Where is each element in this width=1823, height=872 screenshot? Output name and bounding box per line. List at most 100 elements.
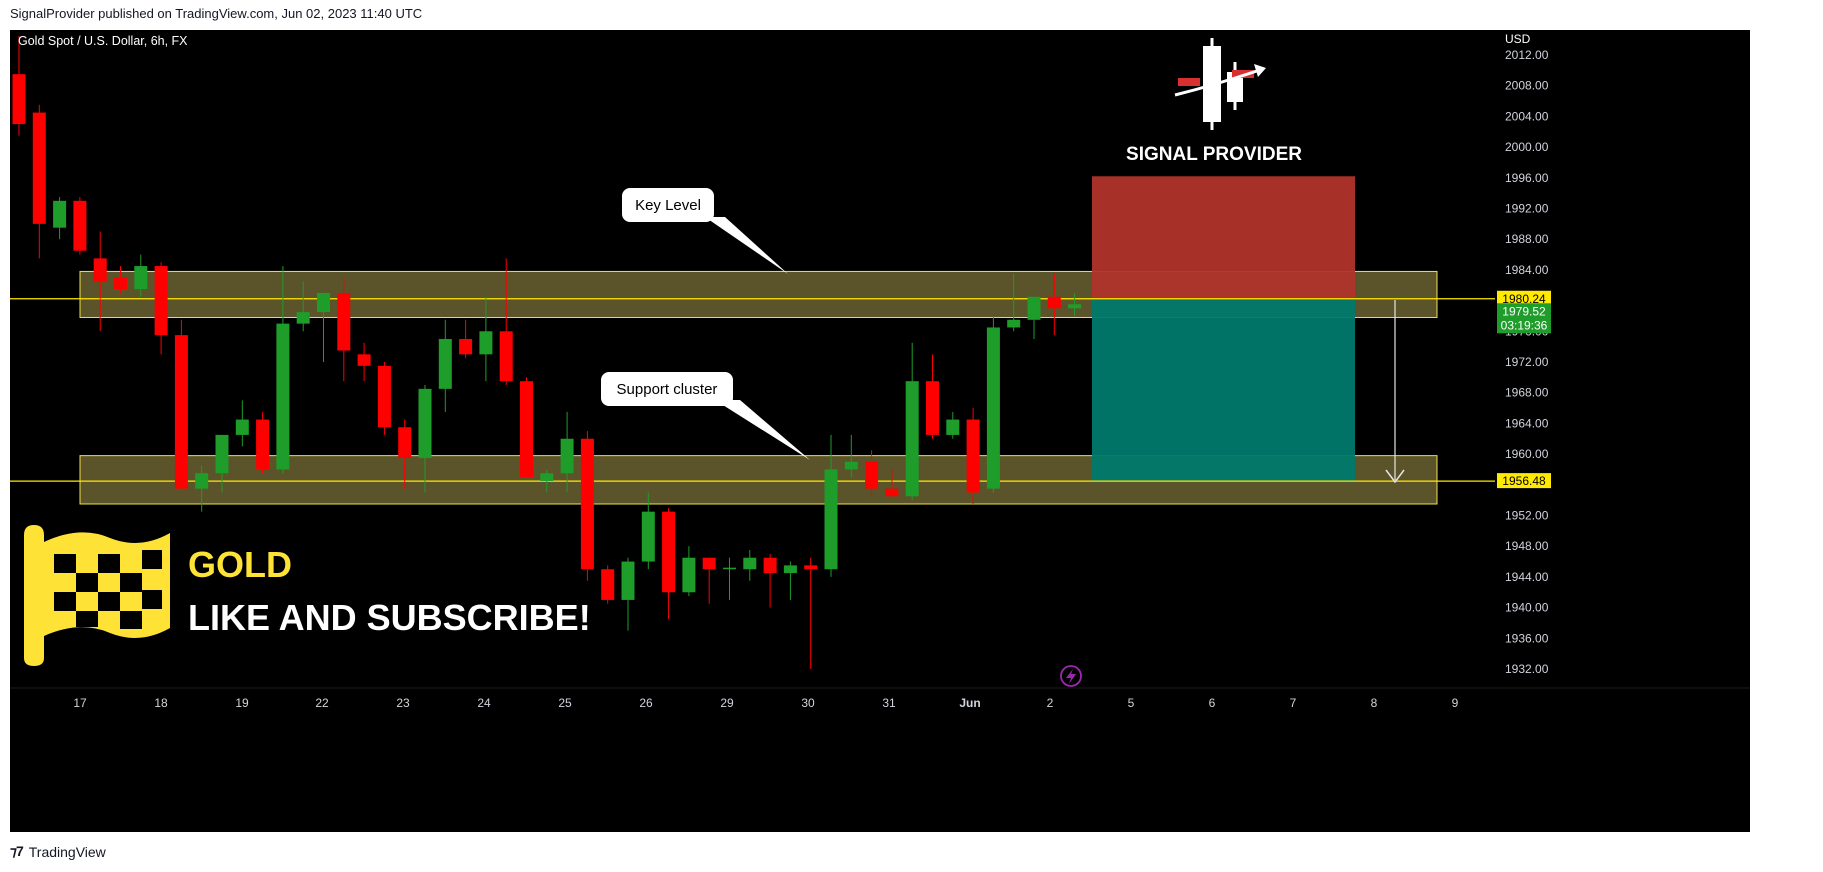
y-tick-label: 1944.00 — [1505, 570, 1549, 584]
candle[interactable] — [256, 411, 270, 474]
candle[interactable] — [601, 565, 615, 604]
candle-body — [296, 312, 310, 324]
candle[interactable] — [154, 262, 168, 355]
currency-label: USD — [1505, 32, 1531, 46]
candle[interactable] — [317, 292, 330, 362]
candle-body — [520, 381, 533, 478]
candle-body — [114, 277, 127, 290]
candle-body — [865, 461, 879, 489]
candle[interactable] — [1068, 292, 1082, 316]
candle-body — [377, 365, 391, 428]
y-tick-label: 2008.00 — [1505, 79, 1549, 93]
chart-panel[interactable]: Key Level Support cluster SIGNAL PROVIDE… — [10, 30, 1750, 832]
candle-body — [743, 557, 757, 570]
candle-body — [986, 327, 1000, 489]
candle-body — [256, 419, 270, 470]
price-axis[interactable]: 2012.00 2008.00 2004.00 2000.00 1996.00 1992.… — [1505, 48, 1549, 676]
candle[interactable] — [195, 465, 209, 512]
candle[interactable] — [946, 411, 960, 439]
candle[interactable] — [174, 319, 188, 489]
candle[interactable] — [560, 411, 574, 493]
candle[interactable] — [743, 550, 757, 581]
candle[interactable] — [459, 319, 473, 359]
candle[interactable] — [986, 315, 1000, 493]
candle[interactable] — [844, 434, 858, 478]
candle[interactable] — [966, 408, 980, 504]
candle[interactable] — [479, 296, 493, 382]
candle[interactable] — [621, 557, 635, 631]
candle-body — [824, 469, 838, 570]
target-zone — [1092, 298, 1355, 482]
candle[interactable] — [73, 196, 87, 255]
candle[interactable] — [926, 354, 939, 439]
candle[interactable] — [682, 546, 696, 597]
candle[interactable] — [824, 434, 838, 577]
candle[interactable] — [1007, 273, 1021, 332]
x-tick-label: 30 — [801, 696, 815, 710]
footer-brand[interactable]: ⁊7 TradingView — [10, 843, 106, 860]
candle[interactable] — [702, 557, 716, 604]
candle[interactable] — [641, 492, 655, 570]
candle[interactable] — [438, 319, 452, 412]
candlestick-arrow-logo-icon — [1174, 38, 1266, 130]
candle[interactable] — [499, 258, 513, 386]
level-badge-upper-label: 1980.24 — [1502, 292, 1546, 306]
candle[interactable] — [93, 231, 107, 332]
candle-body — [499, 331, 513, 382]
candle-body — [337, 292, 351, 351]
candle[interactable] — [905, 342, 919, 501]
candle[interactable] — [134, 254, 148, 297]
candle-body — [1027, 296, 1041, 320]
candle-body — [783, 565, 797, 574]
y-tick-label: 1996.00 — [1505, 171, 1549, 185]
x-tick-label: 23 — [396, 696, 410, 710]
candle[interactable] — [276, 266, 290, 474]
candle-body — [1068, 304, 1082, 309]
candle[interactable] — [296, 281, 310, 332]
candle[interactable] — [763, 553, 777, 608]
candle[interactable] — [377, 362, 391, 435]
promo-subtitle: LIKE AND SUBSCRIBE! — [188, 597, 591, 638]
candle-body — [540, 473, 554, 481]
x-tick-label: 8 — [1371, 696, 1378, 710]
candle[interactable] — [235, 400, 249, 447]
key-level-label: Key Level — [635, 197, 701, 214]
time-axis[interactable]: 17 18 19 22 23 24 25 26 29 30 31 Jun 2 5 6 7 8 9 — [73, 696, 1458, 710]
candle[interactable] — [398, 419, 412, 489]
candle-body — [723, 567, 736, 570]
candle-body — [357, 354, 371, 366]
candle[interactable] — [865, 450, 879, 497]
candle[interactable] — [32, 104, 46, 259]
candle[interactable] — [357, 342, 371, 382]
candle[interactable] — [580, 431, 594, 581]
candle-body — [682, 557, 696, 593]
candle[interactable] — [215, 434, 229, 493]
candle[interactable] — [723, 557, 736, 600]
candle[interactable] — [337, 277, 351, 382]
candle[interactable] — [804, 557, 818, 669]
candle[interactable] — [1027, 296, 1041, 339]
footer-brand-label: TradingView — [28, 843, 106, 860]
candle-body — [93, 258, 107, 282]
candle[interactable] — [662, 507, 676, 620]
candle[interactable] — [885, 469, 899, 497]
candle[interactable] — [114, 266, 127, 293]
lightning-circle-icon[interactable] — [1060, 665, 1082, 687]
candle[interactable] — [12, 35, 26, 136]
y-tick-label: 1940.00 — [1505, 601, 1549, 615]
candle[interactable] — [1047, 273, 1061, 336]
publisher-header: SignalProvider published on TradingView.… — [10, 6, 423, 21]
current-price-badge — [1497, 303, 1551, 334]
candle[interactable] — [520, 377, 533, 478]
candle[interactable] — [53, 196, 67, 240]
candle-body — [966, 419, 980, 493]
countdown-label: 03:19:36 — [1501, 318, 1548, 332]
candle-body — [215, 434, 229, 474]
candle[interactable] — [783, 561, 797, 600]
y-tick-label: 1936.00 — [1505, 631, 1549, 645]
candle[interactable] — [418, 385, 432, 493]
candle[interactable] — [540, 469, 554, 493]
tradingview-logo-icon: ⁊7 — [10, 843, 24, 859]
chart-canvas[interactable]: Key Level Support cluster SIGNAL PROVIDE… — [10, 30, 1750, 832]
